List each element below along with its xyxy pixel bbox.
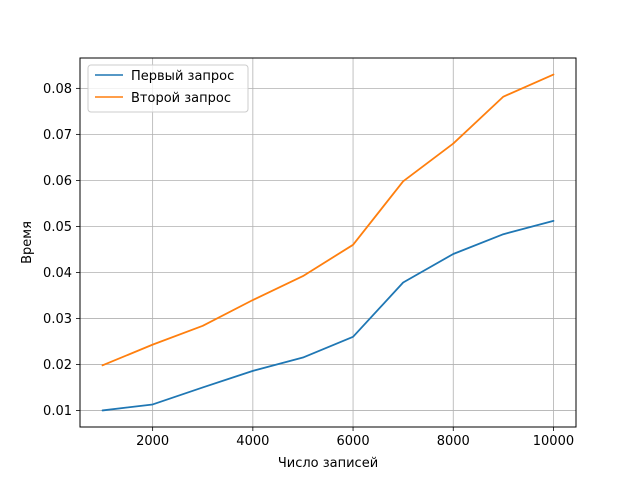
legend-label-series-2: Второй запрос [131,91,231,106]
series-1-point [552,220,554,222]
series-1-point [101,409,103,411]
y-tick-label: 0.03 [43,312,72,327]
series-line-1 [101,219,555,412]
y-axis-label: Время [20,221,35,264]
series-2-point [151,343,153,345]
series-2-point [552,73,554,75]
series-2-point [352,244,354,246]
x-axis-ticks: 2000 4000 6000 8000 10000 [136,427,574,449]
series-1-point [202,386,204,388]
series-1-point [352,336,354,338]
series-2-point [202,325,204,327]
series-lines [101,73,555,412]
y-axis-ticks: 0.01 0.02 0.03 0.04 0.05 0.06 0.07 0.08 [43,82,80,419]
x-tick-label: 10000 [533,434,574,449]
series-1-point [502,233,504,235]
series-2-point [252,299,254,301]
x-axis-label: Число записей [278,456,378,471]
y-tick-label: 0.04 [43,266,72,281]
series-1-point [151,403,153,405]
series-line-2 [101,73,555,367]
y-tick-label: 0.01 [43,404,72,419]
plot-frame [79,57,577,428]
series-1-point [302,356,304,358]
y-tick-label: 0.05 [43,220,72,235]
y-tick-label: 0.07 [43,128,72,143]
legend: Первый запрос Второй запрос [87,64,249,113]
y-tick-label: 0.02 [43,358,72,373]
legend-label-series-1: Первый запрос [131,69,234,84]
x-tick-label: 4000 [236,434,269,449]
series-2-point [452,142,454,144]
series-2-point [302,275,304,277]
x-tick-label: 6000 [337,434,370,449]
grid-lines [80,58,576,427]
series-1-point [402,281,404,283]
series-1-point [252,370,254,372]
y-tick-label: 0.08 [43,82,72,97]
series-2-point [402,180,404,182]
x-tick-label: 8000 [437,434,470,449]
series-2-point [101,364,103,366]
legend-box [87,64,249,113]
series-2-point [502,95,504,97]
y-tick-label: 0.06 [43,174,72,189]
x-tick-label: 2000 [136,434,169,449]
series-1-point [452,253,454,255]
